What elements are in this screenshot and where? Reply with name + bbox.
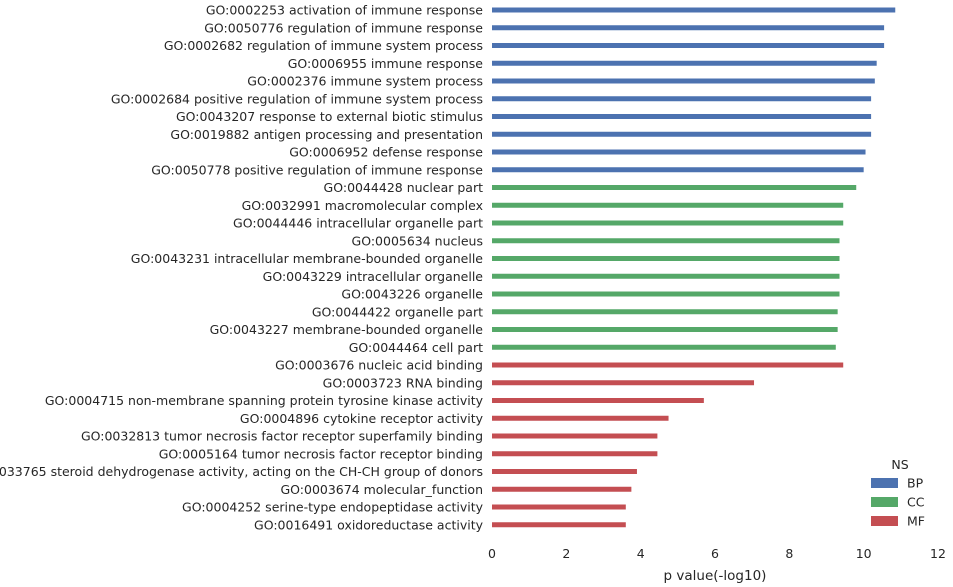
legend-title: NS <box>891 457 908 472</box>
bar <box>492 131 872 137</box>
bar <box>492 7 896 13</box>
x-tick-label: 6 <box>711 546 719 561</box>
category-label: GO:0032991 macromolecular complex <box>242 198 483 213</box>
bar <box>492 60 877 66</box>
category-label: GO:0016491 oxidoreductase activity <box>254 517 484 532</box>
bar <box>492 415 669 421</box>
category-label: GO:0032813 tumor necrosis factor recepto… <box>81 429 483 444</box>
category-label: GO:0002682 regulation of immune system p… <box>164 38 483 53</box>
legend: NS BP CC MF <box>871 457 925 529</box>
category-label: GO:0003723 RNA binding <box>323 375 483 390</box>
category-label: GO:0044464 cell part <box>349 340 483 355</box>
bar <box>492 238 840 244</box>
category-label: GO:0003676 nucleic acid binding <box>275 358 483 373</box>
bar <box>492 398 704 403</box>
bar <box>492 433 658 439</box>
bar <box>492 256 840 261</box>
category-label: GO:0002253 activation of immune response <box>206 3 483 18</box>
bar <box>492 149 866 155</box>
category-label: GO:0043226 organelle <box>341 287 483 302</box>
x-axis-title: p value(-log10) <box>664 568 767 584</box>
category-label: GO:0044446 intracellular organelle part <box>233 216 483 231</box>
category-label: GO:0006955 immune response <box>288 56 484 71</box>
category-label: GO:0006952 defense response <box>289 145 483 160</box>
bar <box>492 273 840 279</box>
category-label: GO:0002684 positive regulation of immune… <box>111 91 483 106</box>
category-label: GO:0003674 molecular_function <box>280 482 483 497</box>
legend-label: CC <box>907 495 925 510</box>
legend-swatch <box>871 516 898 526</box>
bar <box>492 469 637 474</box>
bar <box>492 78 875 84</box>
bar <box>492 380 755 386</box>
bar <box>492 25 885 31</box>
bar <box>492 114 872 119</box>
x-tick-label: 8 <box>785 546 793 561</box>
category-label: GO:0043207 response to external biotic s… <box>176 109 483 124</box>
bar <box>492 309 838 315</box>
legend-label: BP <box>907 476 924 491</box>
bar <box>492 522 626 528</box>
category-label: GO:0033765 steroid dehydrogenase activit… <box>0 464 483 479</box>
bar <box>492 327 838 332</box>
bar <box>492 43 885 48</box>
category-label: GO:0050776 regulation of immune response <box>204 20 483 35</box>
category-label: GO:0005164 tumor necrosis factor recepto… <box>159 446 483 461</box>
category-label: GO:0004715 non-membrane spanning protein… <box>45 393 484 408</box>
bar <box>492 96 872 102</box>
category-label: GO:0044422 organelle part <box>312 304 483 319</box>
bar <box>492 504 626 510</box>
bar <box>492 344 836 350</box>
x-tick-label: 0 <box>488 546 496 561</box>
bars-group <box>492 7 896 528</box>
legend-swatch <box>871 478 898 488</box>
bar <box>492 167 864 173</box>
category-label: GO:0002376 immune system process <box>247 74 483 89</box>
bar <box>492 451 658 457</box>
x-tick-label: 4 <box>637 546 645 561</box>
category-label: GO:0043229 intracellular organelle <box>263 269 484 284</box>
bar <box>492 291 840 297</box>
category-label: GO:0004252 serine-type endopeptidase act… <box>182 500 484 515</box>
x-tick-label: 12 <box>930 546 946 561</box>
x-tick-label: 10 <box>856 546 872 561</box>
category-labels-group: GO:0002253 activation of immune response… <box>0 3 484 533</box>
bar <box>492 202 844 208</box>
x-axis-ticks-group: 0 2 4 6 8 10 12 <box>488 546 946 561</box>
category-label: GO:0004896 cytokine receptor activity <box>240 411 484 426</box>
category-label: GO:0019882 antigen processing and presen… <box>170 127 483 142</box>
bar <box>492 185 857 190</box>
legend-label: MF <box>907 514 925 529</box>
category-label: GO:0005634 nucleus <box>352 233 483 248</box>
legend-swatch <box>871 497 898 507</box>
bar <box>492 486 632 492</box>
x-tick-label: 2 <box>562 546 570 561</box>
category-label: GO:0043227 membrane-bounded organelle <box>210 322 484 337</box>
category-label: GO:0050778 positive regulation of immune… <box>151 162 483 177</box>
category-label: GO:0043231 intracellular membrane-bounde… <box>131 251 484 266</box>
bar <box>492 220 844 226</box>
bar <box>492 362 844 368</box>
category-label: GO:0044428 nuclear part <box>324 180 484 195</box>
